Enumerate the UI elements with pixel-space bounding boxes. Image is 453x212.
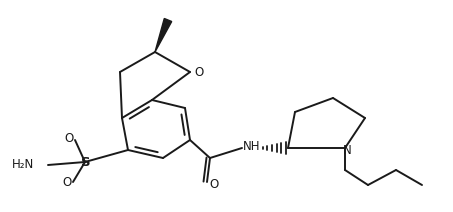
Text: S: S bbox=[81, 155, 91, 169]
Text: N: N bbox=[342, 144, 352, 156]
Text: H₂N: H₂N bbox=[12, 159, 34, 172]
Text: O: O bbox=[63, 177, 72, 190]
Polygon shape bbox=[155, 18, 172, 52]
Text: O: O bbox=[209, 177, 219, 191]
Text: O: O bbox=[64, 132, 74, 145]
Text: NH: NH bbox=[243, 141, 260, 153]
Text: O: O bbox=[194, 66, 204, 78]
